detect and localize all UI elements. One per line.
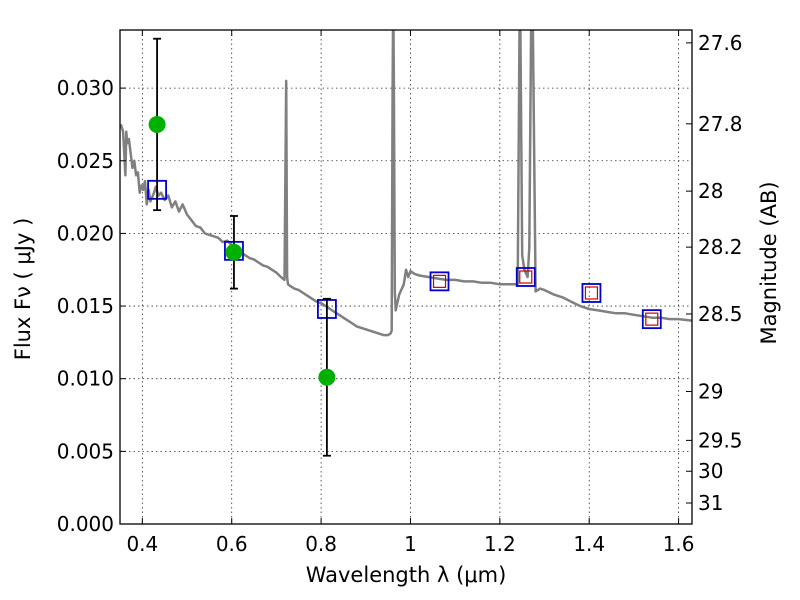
x-tick-label: 1.6: [663, 532, 695, 556]
spectrum-layer: [120, 30, 692, 337]
y2-tick-label: 28.2: [698, 235, 743, 259]
y-axis-label: Flux Fν ( μJy ): [11, 218, 35, 361]
upper-limit-square: [432, 274, 447, 288]
y-tick-label: 0.015: [57, 294, 114, 318]
x-tick-label: 1: [404, 532, 417, 556]
y2-tick-label: 27.6: [698, 31, 743, 55]
y2-tick-label: 28.5: [698, 302, 743, 326]
y2-axis-label: Magnitude (AB): [757, 181, 781, 344]
y2-tick-label: 29: [698, 379, 723, 403]
y-tick-label: 0.005: [57, 439, 114, 463]
upper-limit-square: [584, 286, 599, 300]
y2-tick-label: 27.8: [698, 112, 743, 136]
spectrum-line: [120, 30, 692, 337]
y2-tick-label: 30: [698, 459, 723, 483]
x-tick-label: 0.6: [216, 532, 248, 556]
x-tick-label: 0.4: [126, 532, 158, 556]
x-tick-label: 0.8: [305, 532, 337, 556]
observed-flux-point: [225, 243, 243, 261]
model-flux-square: [429, 271, 450, 292]
y-tick-label: 0.010: [57, 367, 114, 391]
y2-tick-label: 29.5: [698, 428, 743, 452]
axis-ticks: 0.4 0.6 0.8 1 1.2 1.4 1.6 0.000 0.005 0.010 0.015 0…: [57, 30, 743, 556]
y-tick-label: 0.025: [57, 149, 114, 173]
plot-frame: [119, 29, 693, 525]
x-axis-label: Wavelength λ (μm): [306, 563, 507, 587]
upper-limit-square: [519, 270, 533, 284]
model-flux-square: [515, 267, 536, 287]
y2-tick-label: 28: [698, 179, 723, 203]
y2-tick-label: 31: [698, 491, 723, 515]
observed-flux-point: [318, 368, 336, 386]
model-flux-square: [581, 283, 602, 303]
y-tick-label: 0.020: [57, 221, 114, 245]
x-tick-label: 1.4: [573, 532, 605, 556]
grid-lines: [120, 30, 692, 524]
y-tick-label: 0.030: [57, 76, 114, 100]
observed-flux-point: [148, 115, 166, 133]
upper-limit-square: [645, 312, 659, 326]
y-tick-label: 0.000: [57, 512, 114, 536]
marker-layer: [147, 37, 662, 457]
x-tick-label: 1.2: [484, 532, 516, 556]
model-flux-square: [641, 309, 662, 330]
